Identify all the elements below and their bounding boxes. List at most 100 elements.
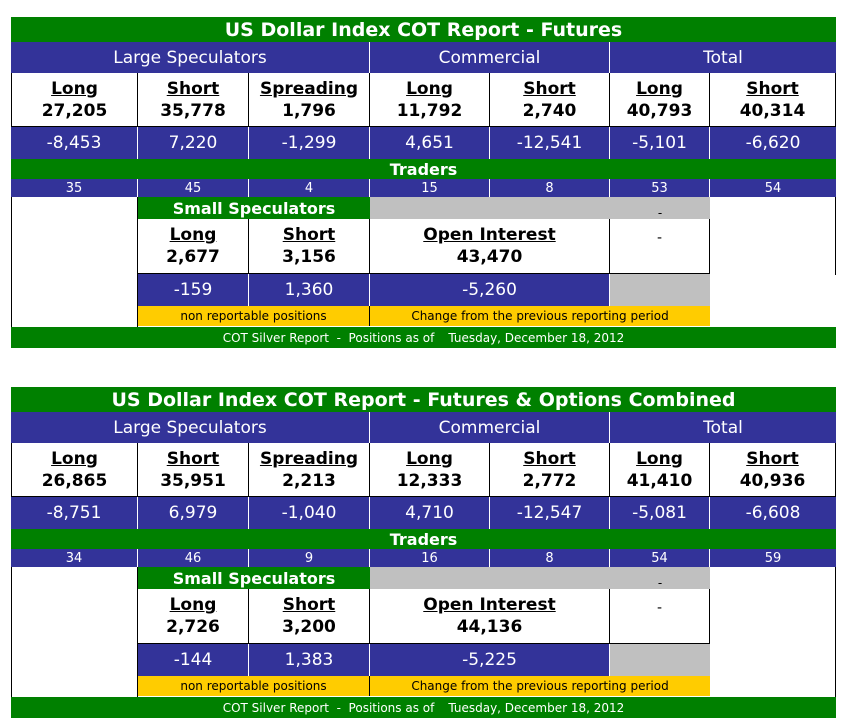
open-interest-change: -5,225: [370, 644, 610, 676]
position-cell: Short 35,778: [138, 73, 249, 127]
traders-header: Traders: [11, 529, 836, 549]
position-label: Long: [51, 78, 98, 99]
small-spec-short-change: 1,360: [249, 274, 370, 306]
small-spec-short-label: Short: [282, 595, 336, 615]
position-change: -12,547: [490, 497, 610, 529]
small-spec-short-label: Short: [282, 225, 336, 245]
position-cell: Short 40,936: [710, 443, 836, 497]
position-label: Short: [523, 78, 576, 99]
footer-text: COT Silver Report - Positions as of: [222, 700, 435, 715]
position-value: 2,213: [282, 470, 336, 491]
trader-count: 16: [370, 549, 490, 567]
gray-cell: [610, 644, 710, 676]
position-cell: Long 11,792: [370, 73, 490, 127]
small-spec-short-change: 1,383: [249, 644, 370, 676]
report-title: US Dollar Index COT Report - Futures: [11, 17, 836, 42]
position-value: 26,865: [41, 470, 108, 491]
report-footer: COT Silver Report - Positions as of Tues…: [11, 697, 836, 718]
gray-cell: -: [610, 197, 710, 219]
position-label: Long: [51, 448, 98, 469]
position-cell: Short 2,772: [490, 443, 610, 497]
open-interest-label: Open Interest: [423, 595, 556, 615]
group-header-large-speculators: Large Speculators: [11, 42, 370, 73]
small-speculators-header: Small Speculators: [138, 197, 370, 219]
footer-date: Tuesday, December 18, 2012: [448, 330, 625, 345]
small-spec-long-value: 2,726: [166, 617, 220, 637]
small-spec-short-cell: Short 3,200: [249, 589, 370, 644]
footer-text: COT Silver Report - Positions as of: [222, 330, 435, 345]
position-cell: Short 35,951: [138, 443, 249, 497]
position-label: Short: [166, 448, 220, 469]
trader-count: 45: [138, 179, 249, 197]
non-reportable-note: non reportable positions: [138, 306, 370, 326]
traders-header: Traders: [11, 159, 836, 179]
position-label: Long: [636, 448, 683, 469]
trader-count: 8: [490, 549, 610, 567]
change-note: Change from the previous reporting perio…: [370, 676, 710, 696]
open-interest-value: 43,470: [456, 247, 523, 267]
group-header-total: Total: [610, 412, 836, 443]
position-change: 7,220: [138, 127, 249, 159]
trader-count: 8: [490, 179, 610, 197]
position-value: 35,951: [160, 470, 226, 491]
change-note: Change from the previous reporting perio…: [370, 306, 710, 326]
position-label: Short: [746, 78, 799, 99]
small-spec-long-cell: Long 2,726: [138, 589, 249, 644]
position-label: Spreading: [259, 78, 359, 99]
position-label: Short: [166, 78, 220, 99]
trader-count: 54: [710, 179, 836, 197]
position-change: -1,040: [249, 497, 370, 529]
group-header-commercial: Commercial: [370, 412, 610, 443]
position-cell: Short 40,314: [710, 73, 836, 127]
open-interest-cell: Open Interest 44,136: [370, 589, 610, 644]
position-change: 4,710: [370, 497, 490, 529]
trader-count: 54: [610, 549, 710, 567]
small-spec-long-label: Long: [169, 595, 217, 615]
dash-cell: -: [610, 219, 710, 274]
report-footer: COT Silver Report - Positions as of Tues…: [11, 327, 836, 348]
position-change: -8,453: [11, 127, 138, 159]
position-value: 40,314: [739, 100, 806, 121]
position-label: Long: [406, 448, 453, 469]
position-label: Long: [636, 78, 683, 99]
blank-cell: [710, 275, 836, 326]
position-change: -1,299: [249, 127, 370, 159]
trader-count: 15: [370, 179, 490, 197]
position-cell: Spreading 2,213: [249, 443, 370, 497]
position-cell: Long 41,410: [610, 443, 710, 497]
gray-cell: -: [610, 567, 710, 589]
group-header-large-speculators: Large Speculators: [11, 412, 370, 443]
position-change: -8,751: [11, 497, 138, 529]
position-value: 35,778: [160, 100, 226, 121]
small-spec-long-change: -159: [138, 274, 249, 306]
dash-marker: -: [656, 230, 663, 246]
position-value: 41,410: [626, 470, 693, 491]
trader-count: 9: [249, 549, 370, 567]
open-interest-value: 44,136: [456, 617, 523, 637]
small-spec-short-cell: Short 3,156: [249, 219, 370, 274]
position-label: Short: [746, 448, 799, 469]
dash-marker: -: [656, 600, 663, 616]
position-change: 4,651: [370, 127, 490, 159]
small-spec-short-value: 3,200: [282, 617, 336, 637]
gray-cell: [370, 197, 610, 219]
small-spec-long-label: Long: [169, 225, 217, 245]
position-value: 40,793: [626, 100, 693, 121]
position-value: 2,772: [522, 470, 577, 491]
position-change: -6,620: [710, 127, 836, 159]
open-interest-cell: Open Interest 43,470: [370, 219, 610, 274]
position-cell: Long 40,793: [610, 73, 710, 127]
position-value: 1,796: [282, 100, 336, 121]
blank-cell: [11, 567, 138, 697]
trader-count: 53: [610, 179, 710, 197]
trader-count: 59: [710, 549, 836, 567]
position-value: 2,740: [522, 100, 577, 121]
blank-cell: [710, 567, 836, 697]
position-label: Spreading: [259, 448, 359, 469]
position-value: 40,936: [739, 470, 806, 491]
position-value: 27,205: [41, 100, 108, 121]
report-title: US Dollar Index COT Report - Futures & O…: [11, 387, 836, 412]
open-interest-change: -5,260: [370, 274, 610, 306]
small-speculators-header: Small Speculators: [138, 567, 370, 589]
small-spec-long-value: 2,677: [166, 247, 220, 267]
